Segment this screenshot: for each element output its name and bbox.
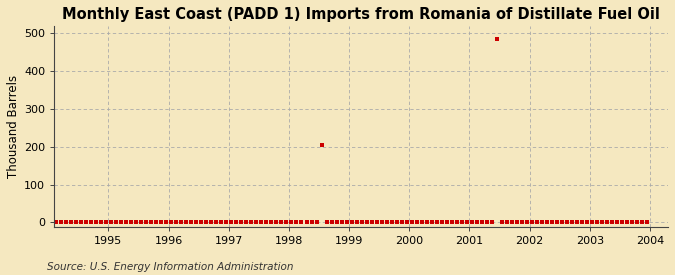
Title: Monthly East Coast (PADD 1) Imports from Romania of Distillate Fuel Oil: Monthly East Coast (PADD 1) Imports from… [62,7,660,22]
Y-axis label: Thousand Barrels: Thousand Barrels [7,75,20,178]
Text: Source: U.S. Energy Information Administration: Source: U.S. Energy Information Administ… [47,262,294,272]
